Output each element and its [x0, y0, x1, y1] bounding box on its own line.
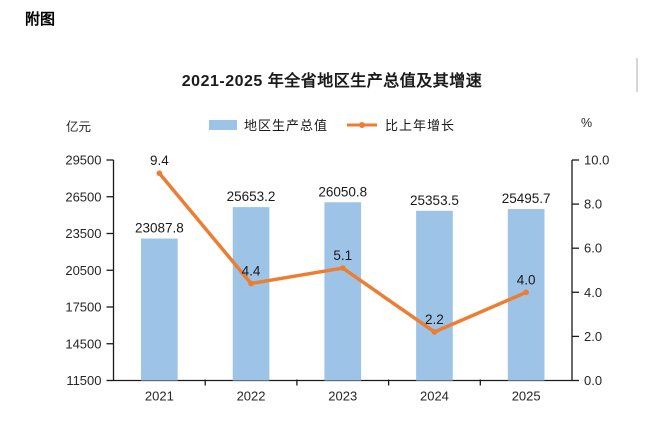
left-axis-tick-label: 26500 [65, 189, 101, 204]
right-axis-tick-label: 6.0 [584, 241, 602, 256]
x-axis-category-label: 2022 [237, 389, 266, 404]
left-axis-tick-label: 11500 [66, 373, 101, 388]
gdp-bar [232, 207, 270, 381]
gdp-bar [141, 238, 178, 381]
page-artifact-line [636, 58, 638, 92]
left-axis-tick-label: 23500 [65, 226, 101, 241]
right-axis-unit-label: % [581, 116, 593, 130]
chart-title: 2021-2025 年全省地区生产总值及其增速 [181, 73, 483, 90]
growth-value-label: 4.4 [242, 263, 261, 278]
bar-legend-swatch-icon [208, 119, 237, 130]
left-axis-tick-label: 20500 [65, 263, 101, 278]
growth-line-marker [523, 289, 529, 296]
growth-value-label: 2.2 [425, 312, 444, 327]
right-axis-tick-label: 4.0 [584, 285, 602, 300]
right-axis-tick-label: 0.0 [584, 373, 602, 388]
left-axis-unit-label: 亿元 [66, 120, 92, 134]
x-axis-category-label: 2021 [145, 389, 174, 404]
growth-line-marker [248, 280, 254, 287]
gdp-bar [324, 202, 362, 381]
x-axis-category-label: 2025 [512, 389, 541, 404]
growth-value-label: 5.1 [333, 248, 352, 263]
gdp-bar-value-label: 26050.8 [318, 184, 367, 199]
line-legend-label: 比上年增长 [385, 118, 456, 133]
gdp-bar [416, 210, 453, 381]
growth-line-marker [156, 170, 163, 177]
line-legend-swatch-icon [346, 120, 378, 130]
right-axis-tick-label: 8.0 [584, 197, 602, 212]
figure-label: 附图 [25, 11, 56, 28]
growth-line-marker [431, 329, 438, 335]
gdp-bar-value-label: 23087.8 [135, 221, 184, 236]
growth-value-label: 4.0 [517, 272, 536, 287]
bar-legend-label: 地区生产总值 [243, 118, 328, 133]
gdp-bar-value-label: 25353.5 [410, 193, 459, 208]
x-axis-category-label: 2024 [420, 389, 449, 404]
right-axis-tick-label: 2.0 [584, 329, 602, 344]
growth-value-label: 9.4 [150, 153, 169, 168]
x-axis-category-label: 2023 [328, 389, 357, 404]
gdp-bar-value-label: 25653.2 [227, 189, 276, 204]
left-axis-tick-label: 17500 [65, 300, 101, 315]
right-axis-tick-label: 10.0 [584, 153, 609, 168]
gdp-bar-value-label: 25495.7 [502, 191, 551, 206]
growth-line-marker [339, 265, 346, 271]
left-axis-tick-label: 29500 [65, 153, 101, 168]
left-axis-tick-label: 14500 [65, 336, 101, 351]
chart-legend: 地区生产总值 比上年增长 [208, 115, 456, 134]
